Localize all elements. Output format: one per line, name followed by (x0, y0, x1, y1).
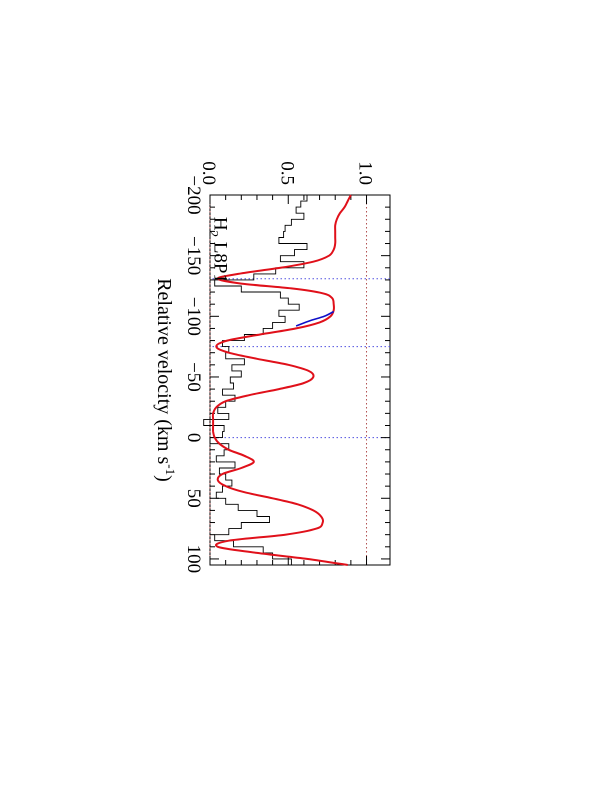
y-tick-label: 0.5 (276, 161, 297, 185)
transition-text: L8P1 (210, 237, 231, 283)
x-axis-label-sup: -1 (163, 464, 178, 475)
x-tick-label: −50 (183, 362, 204, 392)
y-tick-label: 1.0 (355, 161, 376, 185)
tick-labels: −200 −150 −100 −50 0 50 100 0.0 0.5 1.0 (183, 161, 376, 573)
x-tick-label: −200 (183, 175, 204, 214)
model-alt-curve (295, 310, 335, 327)
species-subscript: 2 (207, 231, 222, 238)
x-tick-label: 0 (183, 433, 204, 443)
y-tick-label: 0.0 (198, 161, 219, 185)
data-lines (203, 194, 352, 566)
plot-frame (209, 194, 391, 566)
species-text: H (210, 217, 231, 231)
x-axis-label: Relative velocity (km s-1) (153, 278, 178, 482)
model-fit-curve (211, 194, 352, 566)
x-tick-label: 100 (183, 545, 204, 574)
reference-lines (209, 195, 390, 565)
transition-label: H2 L8P1 (207, 217, 231, 283)
x-tick-label: −150 (183, 236, 204, 275)
x-axis-label-close: ) (153, 475, 175, 482)
rotated-plot-group: −200 −150 −100 −50 0 50 100 0.0 0.5 1.0 H2 L8P1 R… (153, 161, 391, 573)
x-axis-label-main: Relative velocity (km s (153, 278, 175, 464)
x-tick-label: 50 (183, 489, 204, 508)
observed-spectrum-histogram (203, 195, 308, 565)
x-tick-label: −100 (183, 297, 204, 336)
axis-ticks (209, 194, 390, 565)
